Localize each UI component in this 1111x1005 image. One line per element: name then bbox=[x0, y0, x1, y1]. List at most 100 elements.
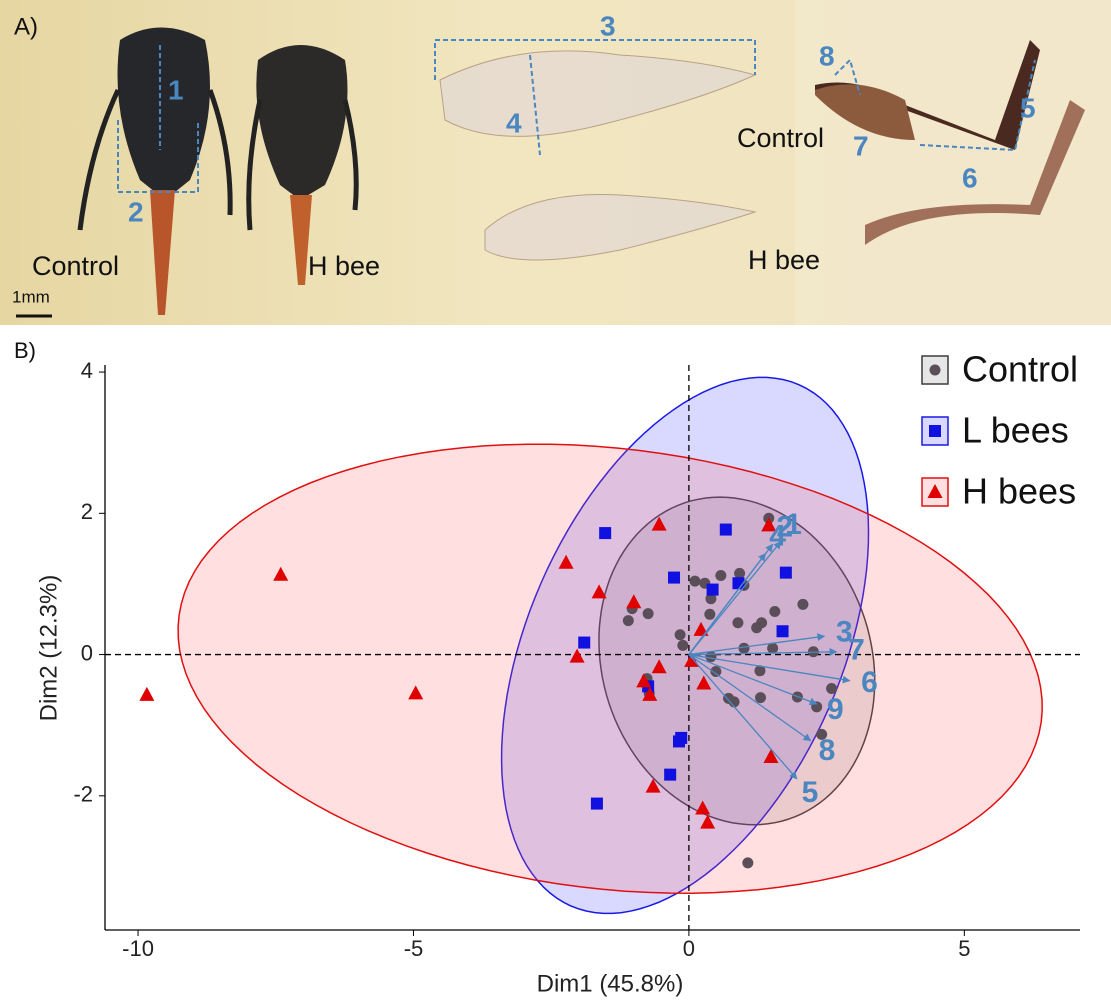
point bbox=[651, 516, 667, 531]
photo-background bbox=[795, 0, 1111, 325]
y-tick-label: -2 bbox=[73, 782, 93, 807]
point bbox=[578, 636, 591, 649]
point bbox=[645, 778, 661, 793]
point bbox=[779, 566, 792, 579]
scale-bar-label: 1mm bbox=[12, 287, 50, 306]
point bbox=[751, 622, 763, 634]
point bbox=[651, 659, 667, 674]
point bbox=[672, 735, 685, 748]
arrow-label: 9 bbox=[827, 693, 844, 726]
point bbox=[139, 686, 155, 701]
point bbox=[622, 615, 634, 627]
arrow-label: 4 bbox=[769, 520, 786, 553]
confidence-ellipse bbox=[598, 496, 876, 826]
arrow-label: 8 bbox=[819, 734, 836, 767]
legend-marker bbox=[929, 364, 941, 376]
point bbox=[826, 682, 838, 694]
measure-label: 5 bbox=[1020, 92, 1036, 123]
point bbox=[816, 728, 828, 740]
legend-marker bbox=[927, 484, 943, 498]
caption: H bee bbox=[748, 245, 820, 275]
y-tick-label: 0 bbox=[81, 640, 93, 665]
x-axis-title: Dim1 (45.8%) bbox=[537, 970, 684, 997]
point bbox=[706, 583, 719, 596]
confidence-ellipse bbox=[177, 443, 1043, 894]
antenna bbox=[77, 88, 359, 231]
point bbox=[719, 523, 732, 536]
point bbox=[738, 642, 750, 654]
point bbox=[700, 814, 716, 829]
point bbox=[761, 517, 777, 532]
point bbox=[599, 527, 612, 540]
legend-marker bbox=[929, 425, 941, 437]
measure-lines bbox=[117, 39, 1036, 193]
point bbox=[705, 651, 717, 663]
measure-label: 8 bbox=[819, 40, 835, 71]
arrow-label: 2 bbox=[776, 510, 793, 543]
point bbox=[704, 608, 716, 620]
point bbox=[642, 686, 658, 701]
y-tick-label: 4 bbox=[81, 358, 93, 383]
point bbox=[734, 567, 746, 579]
point bbox=[626, 594, 642, 609]
y-tick-label: 2 bbox=[81, 499, 93, 524]
loading-arrow bbox=[688, 653, 851, 684]
wing bbox=[484, 193, 757, 261]
measure-label: 2 bbox=[128, 196, 144, 227]
x-tick-label: 0 bbox=[683, 936, 695, 961]
point bbox=[677, 639, 689, 651]
point bbox=[668, 571, 681, 584]
point bbox=[763, 748, 779, 763]
point bbox=[767, 642, 779, 654]
head bbox=[117, 27, 210, 200]
arrow-label: 3 bbox=[836, 615, 853, 648]
point bbox=[693, 621, 709, 636]
loading-arrow bbox=[688, 647, 838, 656]
proboscis bbox=[150, 190, 175, 315]
loading-arrow bbox=[688, 654, 798, 780]
photo-panel: A) 1 2 3 4 5 6 7 8 Control H bee Control… bbox=[0, 0, 1111, 325]
legend-label: Control bbox=[962, 349, 1078, 390]
point bbox=[732, 617, 744, 629]
head bbox=[256, 45, 348, 200]
arrow-label: 7 bbox=[848, 633, 865, 666]
point bbox=[664, 768, 677, 781]
point bbox=[590, 797, 603, 810]
point bbox=[776, 625, 789, 638]
point bbox=[684, 652, 700, 667]
point bbox=[742, 857, 754, 869]
point bbox=[696, 675, 712, 690]
point bbox=[705, 593, 717, 605]
panel-label: B) bbox=[14, 338, 36, 363]
measure-label: 7 bbox=[853, 130, 869, 161]
point bbox=[715, 569, 727, 581]
wing bbox=[439, 50, 757, 137]
point bbox=[642, 608, 654, 620]
loading-arrow bbox=[688, 653, 818, 706]
leg bbox=[865, 100, 1085, 245]
point bbox=[723, 692, 735, 704]
point bbox=[689, 575, 701, 587]
measure-label: 1 bbox=[168, 74, 184, 105]
leg bbox=[815, 84, 915, 140]
point bbox=[797, 598, 809, 610]
point bbox=[591, 584, 607, 599]
x-tick-label: -5 bbox=[404, 936, 424, 961]
point bbox=[408, 685, 424, 700]
measure-label: 6 bbox=[962, 162, 978, 193]
point bbox=[569, 648, 585, 663]
point bbox=[674, 629, 686, 641]
legend-label: L bees bbox=[962, 410, 1069, 451]
legend-label: H bees bbox=[962, 471, 1076, 512]
panel-label: A) bbox=[14, 13, 38, 40]
arrow-label: 6 bbox=[861, 666, 878, 699]
y-axis-title: Dim2 (12.3%) bbox=[35, 575, 62, 722]
point bbox=[755, 692, 767, 704]
proboscis bbox=[290, 195, 312, 285]
x-tick-label: -10 bbox=[122, 936, 154, 961]
arrow-label: 5 bbox=[802, 776, 819, 809]
loading-arrow bbox=[688, 552, 766, 655]
caption: Control bbox=[32, 251, 119, 281]
